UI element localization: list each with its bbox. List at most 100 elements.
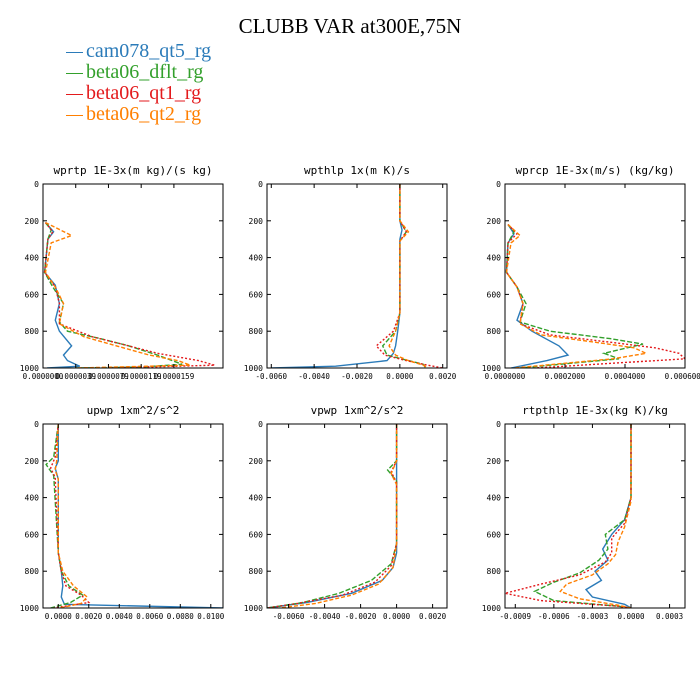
y-tick-label: 800 [249,567,264,576]
legend-item-qt2: beta06_qt2_rg [66,103,201,125]
figure-title: CLUBB VAR at300E,75N [238,14,462,38]
x-tick-label: -0.0009 [499,612,531,621]
y-tick-label: 800 [25,567,40,576]
y-tick-label: 600 [25,290,40,299]
x-tick-label: 0.0000 [383,612,411,621]
legend-label: cam078_qt5_rg [86,40,212,62]
x-tick-label: -0.0040 [309,612,341,621]
series-line-beta06_dflt_rg [43,222,183,368]
legend-swatch [66,72,83,74]
legend-label: beta06_qt1_rg [86,82,202,104]
x-tick-label: 0.0000079 [88,372,129,381]
y-tick-label: 0 [496,420,501,429]
y-tick-label: 1000 [244,364,263,373]
series-line-cam078_qt5_rg [43,222,81,368]
y-tick-label: 200 [249,217,264,226]
y-tick-label: 200 [249,457,264,466]
x-tick-label: -0.0060 [255,372,287,381]
y-tick-label: 0 [258,180,263,189]
x-tick-label: -0.0040 [298,372,330,381]
series-line-beta06_qt1_rg [505,224,685,368]
panel-title: wprcp 1E-3x(m/s) (kg/kg) [516,164,675,177]
y-tick-label: 800 [487,327,502,336]
x-tick-label: 0.0000000 [485,372,526,381]
legend-swatch [66,51,83,53]
series-line-beta06_qt1_rg [267,424,398,608]
y-tick-label: 1000 [244,604,263,613]
y-tick-label: 600 [487,530,502,539]
series-line-beta06_dflt_rg [532,424,632,608]
x-tick-label: 0.0004000 [605,372,646,381]
panel-1: wprtp 1E-3x(m kg)/(s kg) 0 200 400 600 800 100… [20,164,224,381]
x-tick-label: 0.0000000 [23,372,64,381]
panel-3: wprcp 1E-3x(m/s) (kg/kg) 0 200 400 600 800 100… [482,164,700,381]
y-tick-label: 200 [25,217,40,226]
series-line-beta06_qt1_rg [375,184,443,368]
plot-frame [504,423,686,609]
series-line-cam078_qt5_rg [505,224,570,368]
y-tick-label: 800 [487,567,502,576]
x-tick-label: 0.0000 [617,612,645,621]
legend-item-dflt: beta06_dflt_rg [66,61,203,83]
panel-2: wpthlp 1x(m K)/s 0 200 400 600 800 1000-0.0060… [244,164,457,381]
y-tick-label: 1000 [482,364,501,373]
series-line-beta06_qt1_rg [505,424,632,608]
panel-title: rtpthlp 1E-3x(kg K)/kg [522,404,668,417]
x-tick-label: 0.0000159 [154,372,195,381]
plot-frame [266,183,448,369]
series-line-cam078_qt5_rg [54,424,223,608]
legend-item-qt1: beta06_qt1_rg [66,82,201,104]
x-tick-label: 0.0000 [386,372,414,381]
panel-6: rtpthlp 1E-3x(kg K)/kg02004006008001000-… [482,404,686,621]
legend-label: beta06_dflt_rg [86,61,204,83]
y-tick-label: 600 [249,530,264,539]
x-tick-label: 0.0060 [136,612,164,621]
y-tick-label: 0 [496,180,501,189]
y-tick-label: 600 [25,530,40,539]
x-tick-label: 0.0020 [75,612,103,621]
plot-frame [266,423,448,609]
x-tick-label: 0.0100 [197,612,225,621]
panel-title: vpwp 1xm^2/s^2 [311,404,404,417]
x-tick-label: 0.0000119 [121,372,162,381]
x-tick-label: -0.0006 [538,612,570,621]
y-tick-label: 200 [487,217,502,226]
series-line-beta06_qt2_rg [54,424,89,608]
series-line-cam078_qt5_rg [584,424,632,608]
y-tick-label: 0 [258,420,263,429]
y-tick-label: 400 [487,254,502,263]
y-tick-label: 1000 [482,604,501,613]
panel-title: wprtp 1E-3x(m kg)/(s kg) [54,164,213,177]
x-tick-label: 0.0000 [45,612,73,621]
y-tick-label: 0 [34,180,39,189]
y-tick-label: 600 [249,290,264,299]
series-line-beta06_qt2_rg [559,424,632,608]
x-tick-label: -0.0003 [577,612,609,621]
series-line-beta06_dflt_rg [381,184,427,368]
y-tick-label: 400 [25,494,40,503]
legend-item-cam078: cam078_qt5_rg [66,40,211,62]
y-tick-label: 600 [487,290,502,299]
x-tick-label: -0.0020 [345,612,377,621]
y-tick-label: 400 [249,254,264,263]
x-tick-label: -0.0020 [341,372,373,381]
x-tick-label: 0.0020 [419,612,447,621]
panel-title: upwp 1xm^2/s^2 [87,404,180,417]
y-tick-label: 400 [25,254,40,263]
series-line-beta06_qt2_rg [44,221,191,368]
legend-label: beta06_qt2_rg [86,103,202,125]
y-tick-label: 200 [25,457,40,466]
series-line-cam078_qt5_rg [271,184,403,368]
x-tick-label: 0.0020 [429,372,457,381]
y-tick-label: 200 [487,457,502,466]
legend-swatch [66,114,83,116]
x-tick-label: 0.0003 [656,612,683,621]
x-tick-label: 0.0002000 [545,372,586,381]
legend-swatch [66,93,83,95]
series-line-beta06_qt2_rg [505,223,649,368]
y-tick-label: 400 [487,494,502,503]
series-line-beta06_qt2_rg [388,184,429,368]
y-tick-label: 800 [25,327,40,336]
panel-title: wpthlp 1x(m K)/s [304,164,410,177]
